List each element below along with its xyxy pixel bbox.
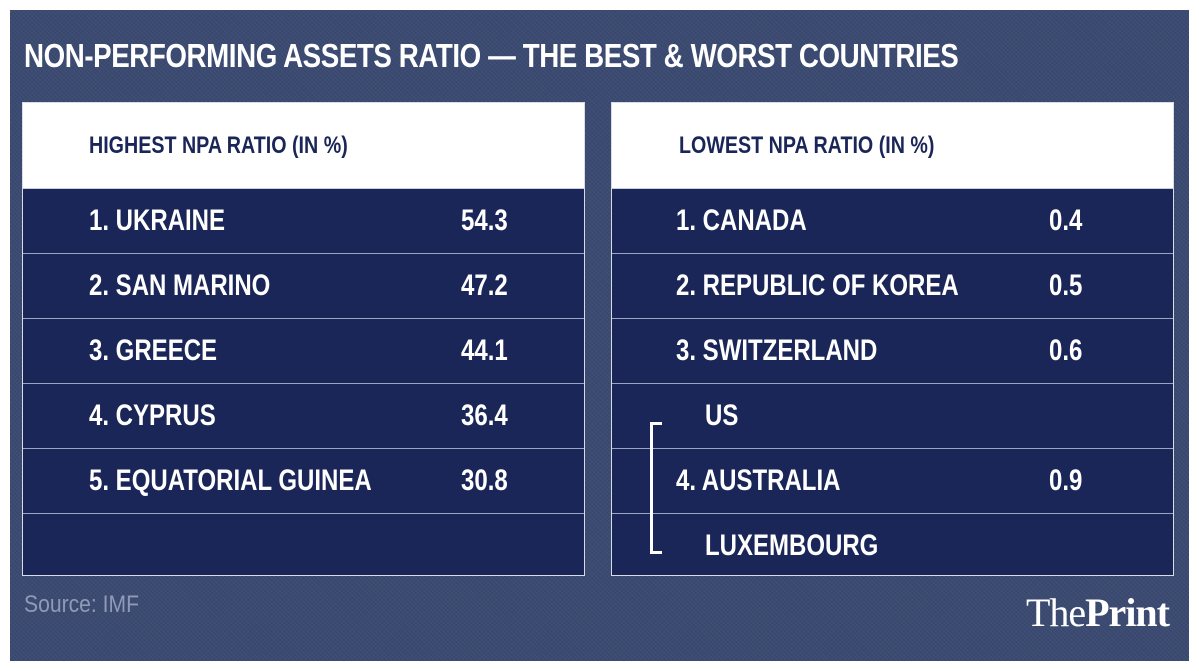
country-name: 4. CYPRUS [89,399,216,432]
chart-title: NON-PERFORMING ASSETS RATIO — THE BEST &… [24,37,959,74]
theprint-logo: ThePrint [1025,590,1170,636]
country-name: 2. REPUBLIC OF KOREA [676,269,959,302]
country-name: 1. UKRAINE [89,204,226,237]
npa-value: 0.4 [1049,204,1083,237]
npa-value: 54.3 [461,204,508,237]
table-row: 2. REPUBLIC OF KOREA 0.5 [612,254,1173,319]
npa-value: 44.1 [461,334,508,367]
npa-value: 30.8 [461,464,508,497]
lowest-npa-table: LOWEST NPA RATIO (IN %) 1. CANADA 0.4 2.… [611,102,1174,576]
table-row: 5. EQUATORIAL GUINEA 30.8 [23,449,584,514]
npa-value: 0.5 [1049,269,1083,302]
npa-value: 47.2 [461,269,508,302]
npa-value: 0.6 [1049,334,1083,367]
country-name: LUXEMBOURG [705,529,879,562]
table-row: 3. SWITZERLAND 0.6 [612,319,1173,384]
table-header: LOWEST NPA RATIO (IN %) [612,103,1173,189]
logo-text-print: Print [1085,590,1170,635]
country-name: 3. GREECE [89,334,218,367]
npa-value: 0.9 [1049,464,1083,497]
infographic-frame: NON-PERFORMING ASSETS RATIO — THE BEST &… [10,10,1189,661]
country-name: 4. AUSTRALIA [676,464,841,497]
highest-npa-header: HIGHEST NPA RATIO (IN %) [89,132,348,159]
table-row: 2. SAN MARINO 47.2 [23,254,584,319]
country-name: 1. CANADA [676,204,807,237]
table-row: LUXEMBOURG [612,514,1173,575]
source-note: Source: IMF [24,591,140,618]
table-row: 1. CANADA 0.4 [612,189,1173,254]
table-row: 4. AUSTRALIA 0.9 [612,449,1173,514]
country-name: 5. EQUATORIAL GUINEA [89,464,372,497]
npa-value: 36.4 [461,399,508,432]
table-row: 1. UKRAINE 54.3 [23,189,584,254]
table-row: US [612,384,1173,449]
country-name: 3. SWITZERLAND [676,334,878,367]
country-name: US [705,399,739,432]
lowest-npa-header: LOWEST NPA RATIO (IN %) [679,132,935,159]
table-row: 4. CYPRUS 36.4 [23,384,584,449]
country-name: 2. SAN MARINO [89,269,271,302]
tie-group-bracket [650,422,662,554]
highest-npa-table: HIGHEST NPA RATIO (IN %) 1. UKRAINE 54.3… [22,102,585,576]
table-row: 3. GREECE 44.1 [23,319,584,384]
table-row-empty [23,514,584,575]
logo-text-the: The [1025,590,1086,635]
table-header: HIGHEST NPA RATIO (IN %) [23,103,584,189]
